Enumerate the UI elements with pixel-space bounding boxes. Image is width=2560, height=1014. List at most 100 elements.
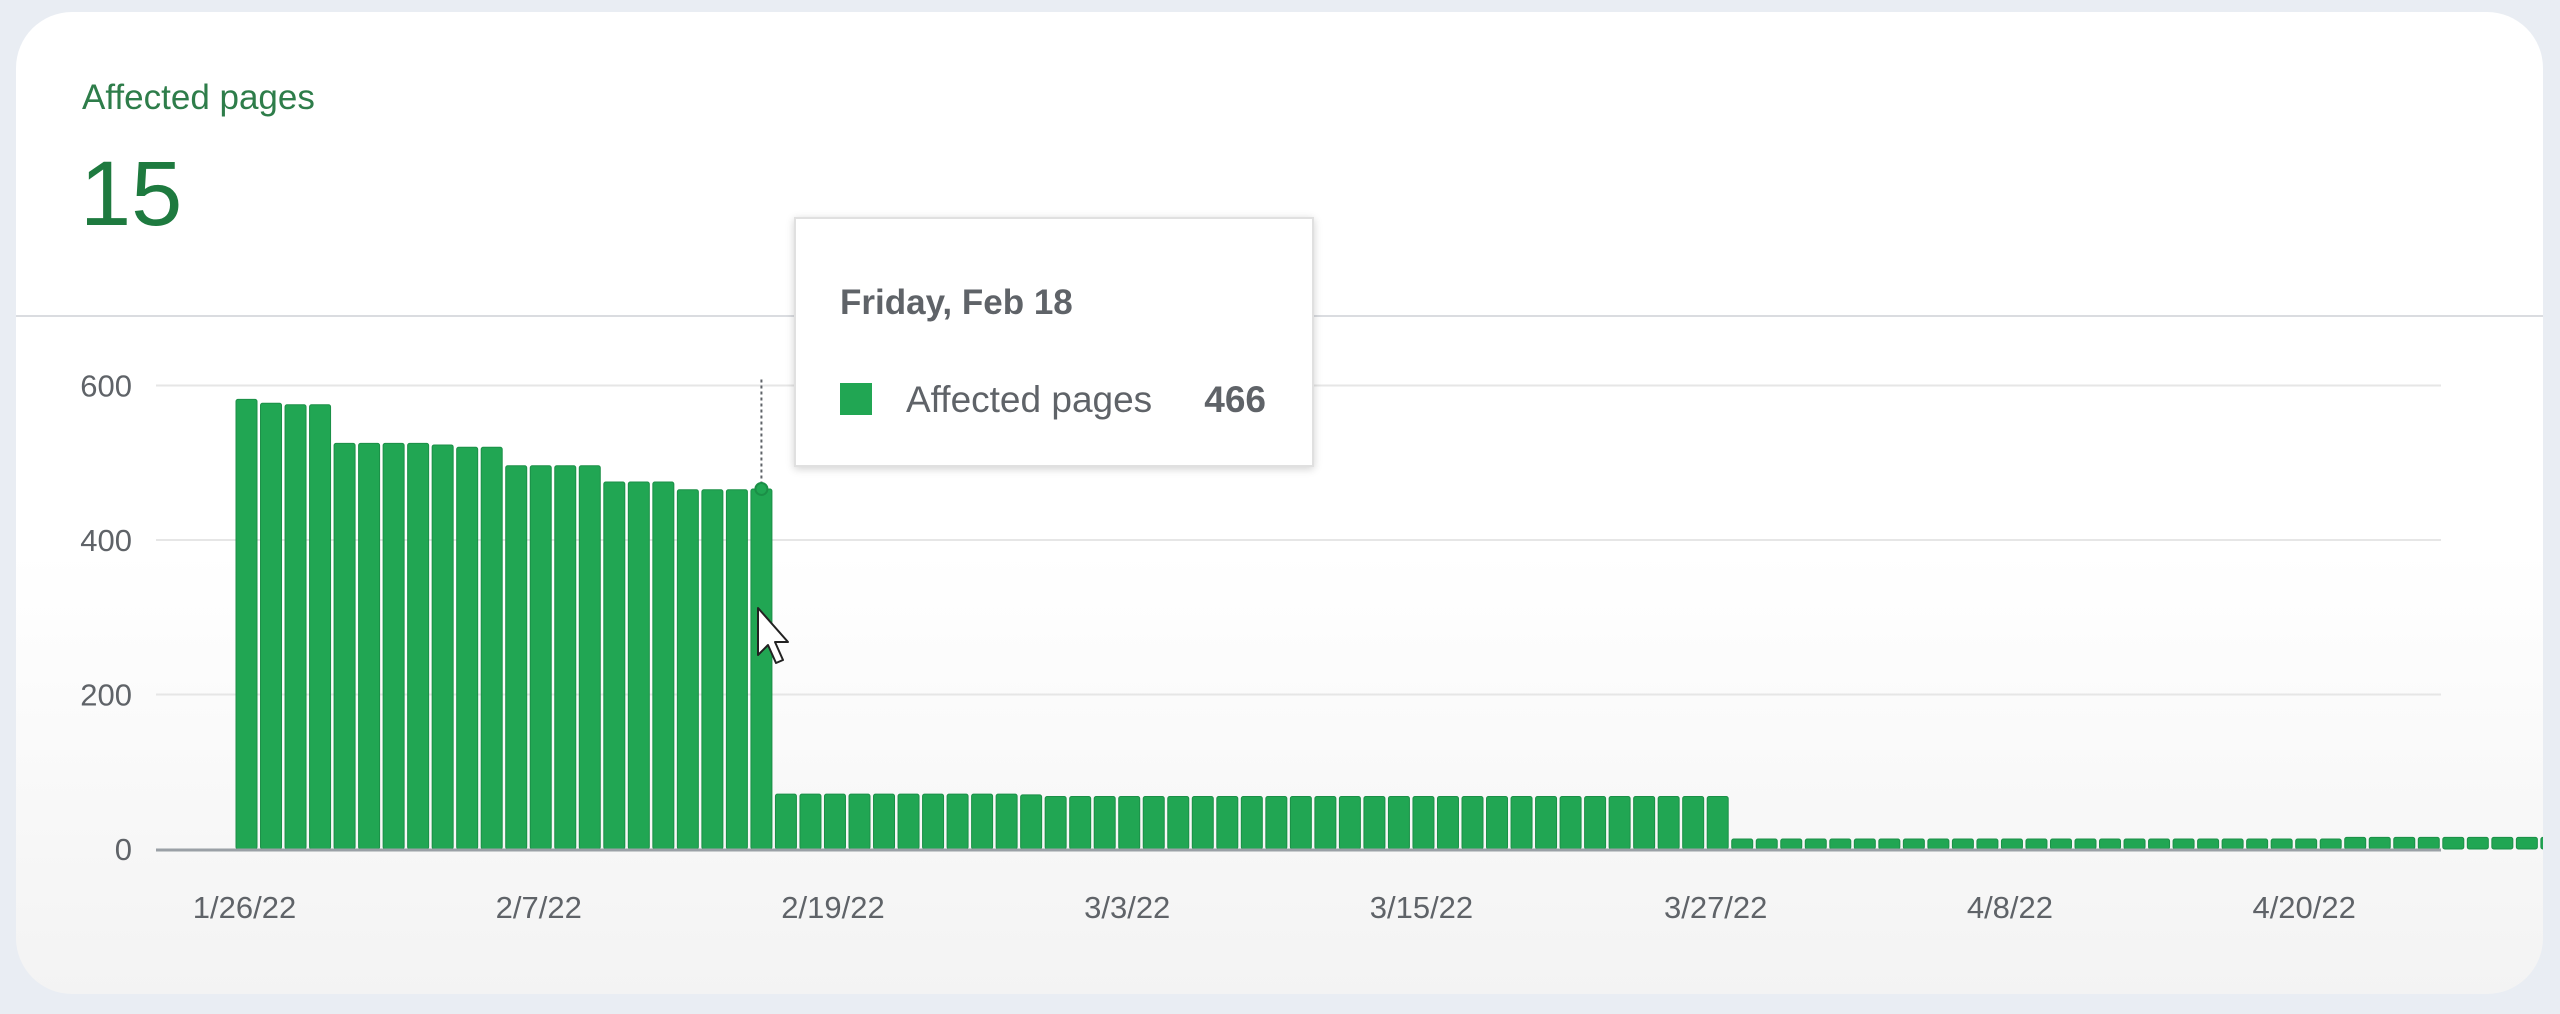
bar[interactable] — [2344, 836, 2367, 850]
bar[interactable] — [1093, 795, 1116, 850]
bar[interactable] — [1755, 838, 1778, 850]
bar[interactable] — [2221, 838, 2244, 850]
bar[interactable] — [1731, 838, 1754, 850]
bar[interactable] — [2319, 838, 2342, 850]
bar[interactable] — [2025, 838, 2048, 850]
bar[interactable] — [971, 793, 994, 850]
bar[interactable] — [1976, 838, 1999, 850]
bar[interactable] — [1240, 795, 1263, 850]
bar[interactable] — [382, 442, 405, 850]
bar[interactable] — [848, 793, 871, 850]
bar[interactable] — [578, 465, 601, 850]
bar[interactable] — [1142, 795, 1165, 850]
bar[interactable] — [2000, 838, 2023, 850]
bar[interactable] — [2295, 838, 2318, 850]
bar[interactable] — [725, 489, 748, 850]
bar[interactable] — [1216, 795, 1239, 850]
bar[interactable] — [2074, 838, 2097, 850]
bar[interactable] — [1780, 838, 1803, 850]
bar[interactable] — [333, 442, 356, 850]
bar[interactable] — [1951, 838, 1974, 850]
bar[interactable] — [529, 465, 552, 850]
bar[interactable] — [2197, 838, 2220, 850]
bar[interactable] — [260, 402, 283, 850]
bar[interactable] — [823, 793, 846, 850]
tooltip-legend-swatch — [840, 383, 872, 415]
bar[interactable] — [2442, 836, 2465, 850]
bar[interactable] — [946, 793, 969, 850]
bar[interactable] — [627, 481, 650, 850]
bar[interactable] — [1804, 838, 1827, 850]
bar[interactable] — [554, 465, 577, 850]
bar[interactable] — [1633, 795, 1656, 850]
bar[interactable] — [1535, 795, 1558, 850]
bar[interactable] — [1412, 795, 1435, 850]
bar[interactable] — [2270, 838, 2293, 850]
bar[interactable] — [799, 793, 822, 850]
bar[interactable] — [1878, 838, 1901, 850]
bar[interactable] — [1265, 795, 1288, 850]
bar[interactable] — [1020, 794, 1043, 850]
bar[interactable] — [2491, 836, 2514, 850]
bar[interactable] — [284, 404, 307, 850]
bar[interactable] — [2417, 836, 2440, 850]
bar[interactable] — [2099, 838, 2122, 850]
bar[interactable] — [1363, 795, 1386, 850]
bar[interactable] — [873, 793, 896, 850]
bar[interactable] — [774, 793, 797, 850]
bar[interactable] — [1387, 795, 1410, 850]
bar[interactable] — [358, 442, 381, 850]
bar[interactable] — [897, 793, 920, 850]
bar[interactable] — [2368, 836, 2391, 850]
bar[interactable] — [1167, 795, 1190, 850]
bar[interactable] — [1559, 795, 1582, 850]
bar[interactable] — [1682, 795, 1705, 850]
bar[interactable] — [2148, 838, 2171, 850]
bar[interactable] — [1706, 795, 1729, 850]
affected-pages-chart[interactable]: 0 200 400 600 1/26/22 2/7/22 2/19/22 3/3/22 3/15… — [16, 12, 2543, 994]
chart-hover-overlay — [754, 379, 789, 664]
bar[interactable] — [2123, 838, 2146, 850]
bar[interactable] — [407, 442, 430, 850]
bar[interactable] — [1044, 795, 1067, 850]
bar[interactable] — [1584, 795, 1607, 850]
bar[interactable] — [2515, 836, 2538, 850]
y-tick-label: 600 — [80, 368, 132, 403]
bar[interactable] — [309, 404, 332, 850]
bar[interactable] — [1657, 795, 1680, 850]
bar[interactable] — [1608, 795, 1631, 850]
bar[interactable] — [1338, 795, 1361, 850]
bar[interactable] — [2466, 836, 2489, 850]
bar[interactable] — [1191, 795, 1214, 850]
bar[interactable] — [652, 481, 675, 850]
bar[interactable] — [995, 793, 1018, 850]
bar[interactable] — [750, 488, 773, 850]
bar[interactable] — [922, 793, 945, 850]
bar[interactable] — [1853, 838, 1876, 850]
bar[interactable] — [603, 481, 626, 850]
bar[interactable] — [431, 444, 454, 850]
bar[interactable] — [1829, 838, 1852, 850]
bar[interactable] — [1461, 795, 1484, 850]
bar[interactable] — [505, 465, 528, 850]
bar[interactable] — [1069, 795, 1092, 850]
bar[interactable] — [1289, 795, 1312, 850]
bar[interactable] — [701, 489, 724, 850]
bar[interactable] — [1902, 838, 1925, 850]
bar[interactable] — [2540, 836, 2543, 850]
bar[interactable] — [235, 398, 258, 850]
bar[interactable] — [1118, 795, 1141, 850]
bar[interactable] — [480, 446, 503, 850]
bar[interactable] — [676, 489, 699, 850]
chart-bars[interactable] — [235, 398, 2543, 850]
bar[interactable] — [2172, 838, 2195, 850]
bar[interactable] — [2049, 838, 2072, 850]
bar[interactable] — [2393, 836, 2416, 850]
bar[interactable] — [456, 446, 479, 850]
bar[interactable] — [1510, 795, 1533, 850]
bar[interactable] — [1436, 795, 1459, 850]
bar[interactable] — [2246, 838, 2269, 850]
bar[interactable] — [1486, 795, 1509, 850]
bar[interactable] — [1927, 838, 1950, 850]
bar[interactable] — [1314, 795, 1337, 850]
